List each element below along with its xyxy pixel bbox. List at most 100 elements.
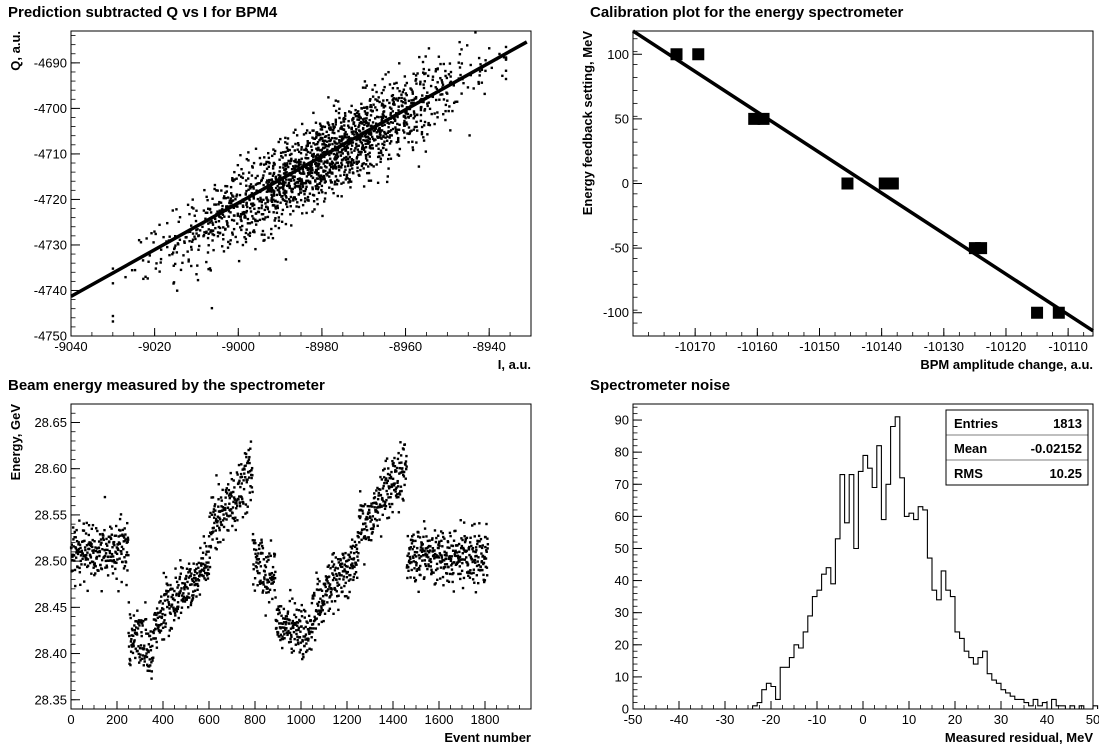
data-point: [340, 126, 343, 129]
data-point: [127, 631, 130, 635]
data-point: [436, 116, 439, 119]
data-point: [376, 524, 379, 528]
data-point: [367, 179, 371, 182]
data-point: [353, 545, 357, 548]
data-point: [296, 177, 300, 181]
data-point: [404, 84, 407, 87]
data-point: [390, 502, 394, 506]
data-point: [381, 142, 384, 146]
data-point: [247, 188, 250, 191]
data-point: [356, 576, 359, 579]
data-point: [217, 219, 221, 223]
data-point: [439, 577, 442, 580]
data-point: [172, 264, 175, 267]
data-point: [355, 157, 359, 160]
data-point: [248, 234, 252, 238]
data-point: [90, 542, 93, 546]
data-point: [161, 612, 164, 616]
data-point: [277, 226, 281, 230]
data-point: [282, 172, 286, 175]
data-point: [173, 598, 176, 602]
data-point: [259, 542, 262, 545]
data-point: [312, 155, 315, 159]
data-point: [243, 472, 246, 475]
data-point: [261, 176, 265, 180]
data-point: [239, 175, 243, 178]
data-point: [219, 521, 223, 524]
data-point: [180, 566, 183, 569]
data-point: [161, 602, 165, 605]
data-point: [340, 158, 344, 162]
data-point: [279, 638, 282, 642]
data-point: [296, 635, 299, 638]
data-point: [239, 182, 242, 185]
data-point: [297, 608, 301, 612]
y-tick-label: 40: [615, 573, 629, 588]
data-point: [312, 597, 315, 600]
data-point: [301, 182, 304, 186]
data-point: [135, 620, 138, 623]
data-point: [305, 166, 308, 170]
data-point: [461, 561, 464, 565]
data-point: [191, 238, 195, 241]
data-point: [434, 556, 437, 559]
data-point: [277, 612, 280, 616]
data-point: [356, 148, 360, 151]
data-point: [196, 278, 200, 282]
data-point: [231, 177, 234, 180]
data-point: [343, 563, 346, 566]
data-point: [97, 540, 101, 543]
data-point: [154, 267, 158, 270]
data-point: [463, 540, 467, 544]
data-point: [448, 572, 452, 576]
data-point: [349, 164, 353, 167]
data-point: [225, 512, 228, 515]
data-point: [250, 466, 254, 470]
data-point: [419, 80, 422, 84]
data-point: [313, 137, 317, 141]
data-point: [327, 564, 331, 567]
data-point: [152, 629, 156, 632]
data-point: [171, 252, 174, 256]
data-point: [321, 609, 324, 612]
data-point: [225, 205, 228, 208]
data-point: [133, 628, 137, 632]
data-point: [294, 185, 298, 188]
data-point: [226, 514, 229, 517]
data-point: [379, 160, 382, 164]
data-point: [182, 595, 186, 599]
data-point: [329, 590, 333, 594]
data-point: [250, 202, 253, 205]
data-point: [469, 569, 472, 572]
data-point: [399, 454, 403, 457]
data-point: [272, 573, 276, 577]
data-point: [287, 181, 291, 185]
data-point: [466, 86, 470, 89]
data-point: [322, 151, 326, 154]
data-point: [277, 173, 280, 177]
data-point: [355, 563, 358, 566]
data-point: [407, 569, 410, 572]
data-point: [228, 201, 231, 205]
data-point: [206, 251, 210, 254]
data-point: [191, 232, 195, 235]
data-point: [267, 590, 270, 594]
data-point: [184, 577, 188, 580]
qi-points: [111, 31, 508, 323]
data-point: [342, 158, 345, 161]
data-point: [235, 222, 239, 225]
data-point: [343, 147, 346, 151]
y-tick-label: 80: [615, 445, 629, 460]
y-tick-label: 0: [622, 702, 629, 717]
data-point: [392, 101, 395, 104]
data-point: [439, 93, 442, 96]
data-point: [292, 131, 295, 134]
data-point: [262, 183, 265, 187]
data-point: [431, 547, 435, 550]
data-point: [348, 171, 351, 174]
data-point: [137, 622, 140, 625]
data-point: [294, 142, 297, 146]
data-point: [265, 197, 268, 200]
x-tick-label: 800: [244, 712, 266, 727]
data-point: [351, 566, 354, 570]
